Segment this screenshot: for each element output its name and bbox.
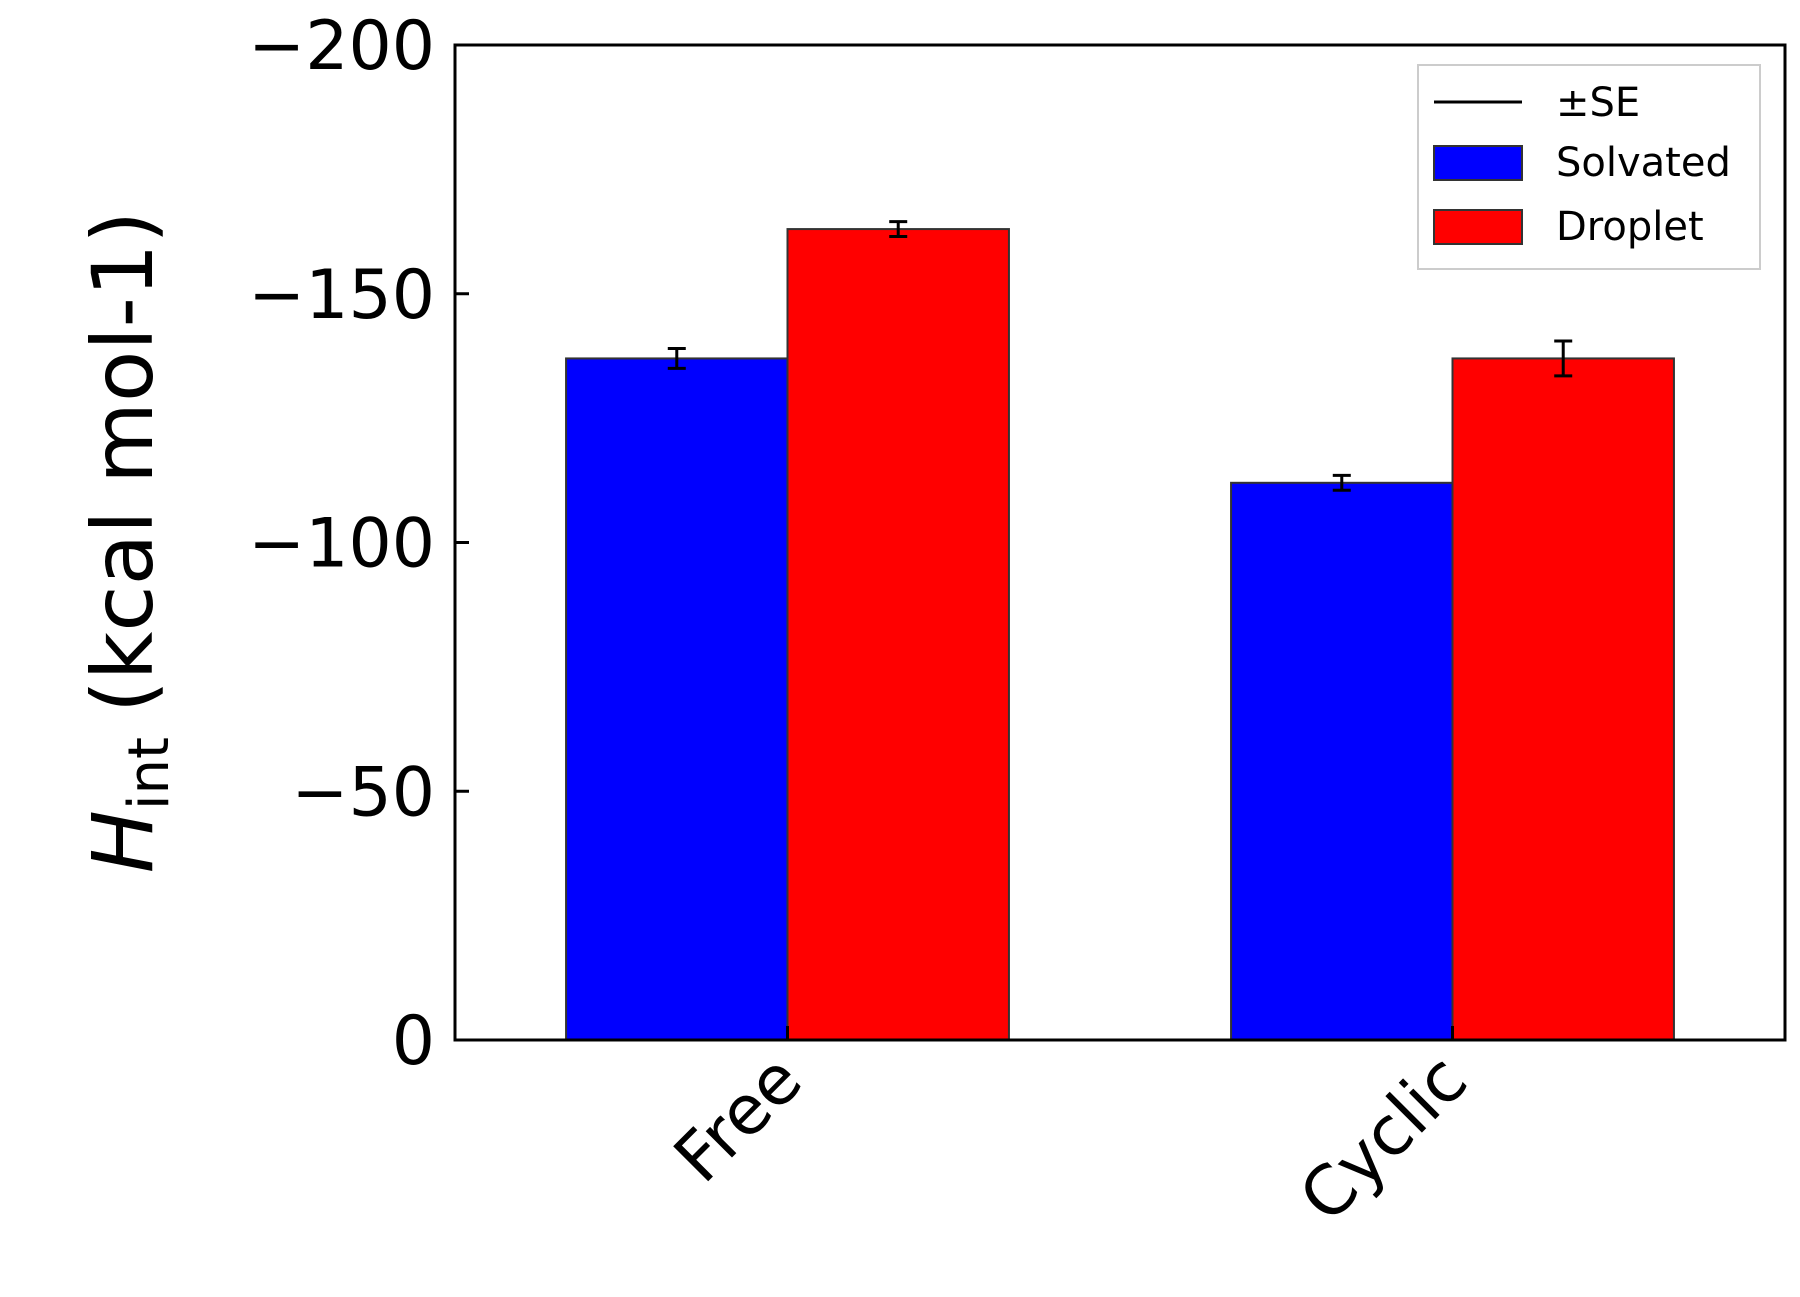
- bar-droplet-free: [786, 228, 1010, 1041]
- y-axis-label-subscript: int: [117, 737, 182, 810]
- x-tick-label: Free: [660, 1040, 818, 1198]
- bar-droplet-cyclic: [1451, 357, 1675, 1041]
- y-axis-label-units: (kcal mol-1): [74, 211, 172, 713]
- x-tick-label: Cyclic: [1285, 1040, 1482, 1237]
- bar-solvated-free: [565, 357, 789, 1041]
- bars-group: [565, 228, 1675, 1041]
- y-axis-ticks: 0 −50 −100 −150 −200: [248, 7, 469, 1081]
- y-tick-label: 0: [392, 1002, 435, 1081]
- legend-label-solvated: Solvated: [1556, 140, 1731, 186]
- y-tick-label: −50: [291, 753, 435, 832]
- y-tick-label: −200: [248, 7, 435, 86]
- legend: ±SE Solvated Droplet: [1417, 64, 1761, 270]
- y-axis-label: Hint (kcal mol-1): [74, 211, 182, 873]
- y-tick-label: −100: [248, 505, 435, 584]
- legend-label-droplet: Droplet: [1556, 204, 1704, 250]
- y-tick-label: −150: [248, 256, 435, 335]
- legend-swatch-solvated: [1433, 145, 1523, 181]
- legend-label-error: ±SE: [1556, 80, 1640, 126]
- svg-text:Hint(kcal mol-1): Hint (kcal mol-1): [74, 211, 182, 873]
- error-bars-group: [667, 220, 1573, 492]
- bar-solvated-cyclic: [1230, 481, 1454, 1041]
- y-axis-label-symbol: H: [74, 810, 172, 873]
- legend-swatch-droplet: [1433, 209, 1523, 245]
- x-axis-ticks: Free Cyclic: [660, 1026, 1483, 1238]
